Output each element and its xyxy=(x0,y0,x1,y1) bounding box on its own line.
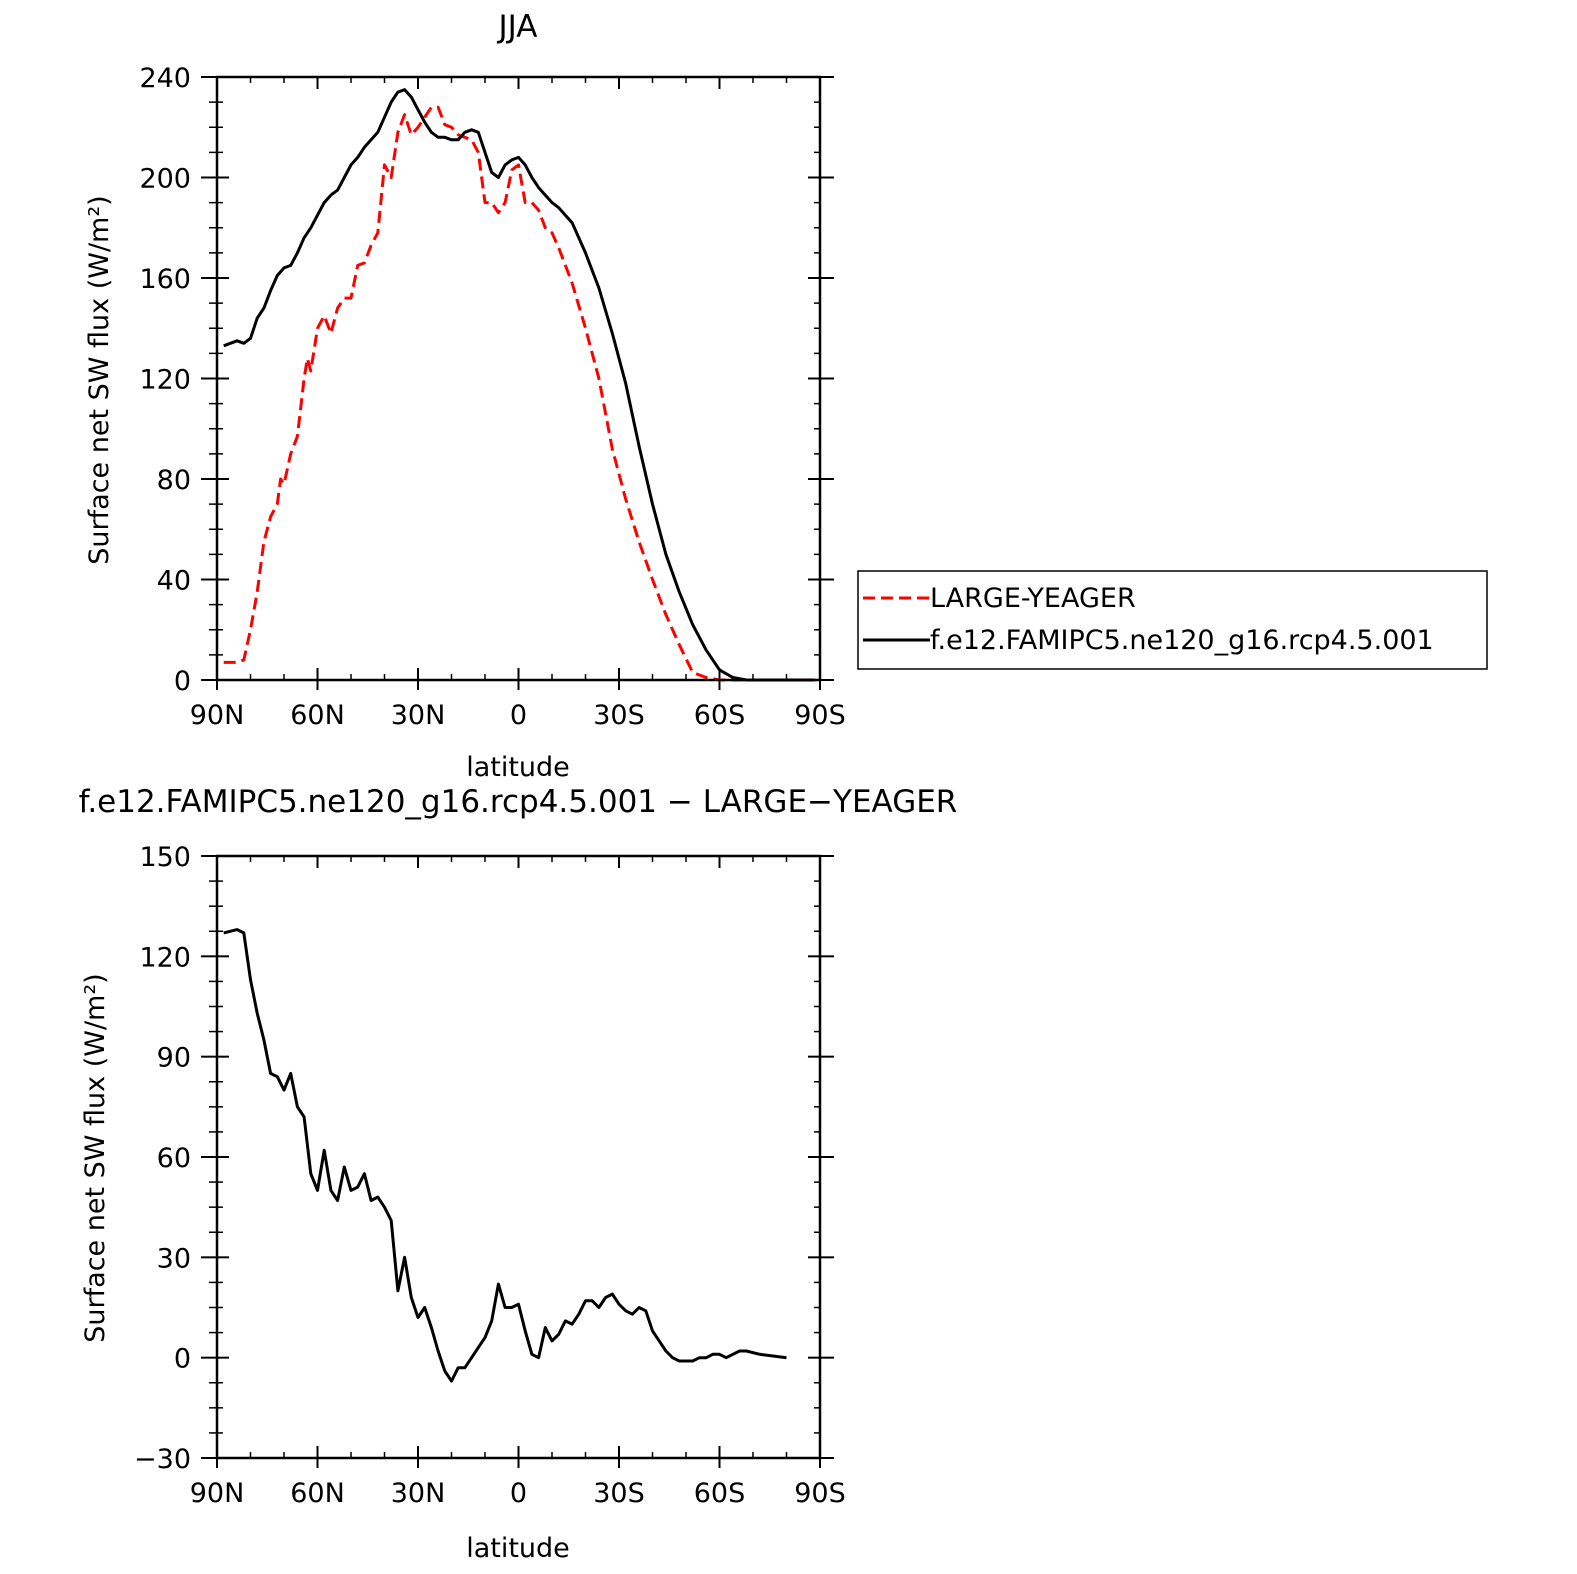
top-y-axis-label: Surface net SW flux (W/m²) xyxy=(84,195,115,564)
bottom-x-tick-label: 30N xyxy=(391,1478,446,1509)
bottom-y-axis-label: Surface net SW flux (W/m²) xyxy=(80,973,111,1342)
legend: LARGE-YEAGER f.e12.FAMIPC5.ne120_g16.rcp… xyxy=(857,570,1488,670)
bottom-x-tick-label: 90N xyxy=(190,1478,245,1509)
bottom-series-layer xyxy=(223,928,787,1383)
bottom-x-tick-label: 0 xyxy=(510,1478,527,1509)
legend-box xyxy=(857,570,1488,670)
top-ticks xyxy=(201,76,834,690)
bottom-x-tick-label: 60S xyxy=(694,1478,746,1509)
bottom-ticks xyxy=(201,855,834,1468)
bottom-y-tick-label: −30 xyxy=(134,1444,191,1475)
bottom-plot-frame xyxy=(215,854,822,1460)
top-x-tick-label: 90N xyxy=(190,700,245,731)
top-x-tick-label: 0 xyxy=(510,700,527,731)
top-x-tick-label: 60S xyxy=(694,700,746,731)
bottom-x-tick-label: 60N xyxy=(290,1478,345,1509)
top-y-tick-label: 240 xyxy=(139,63,191,94)
bottom-chart-title: f.e12.FAMIPC5.ne120_g16.rcp4.5.001 − LAR… xyxy=(79,784,958,820)
top-y-tick-label: 80 xyxy=(157,465,191,496)
top-x-tick-label: 30N xyxy=(391,700,446,731)
top-chart-title: JJA xyxy=(497,9,538,45)
bottom-x-tick-label: 90S xyxy=(794,1478,846,1509)
top-series-layer xyxy=(223,88,820,682)
top-y-tick-label: 40 xyxy=(157,566,191,597)
top-x-tick-label: 30S xyxy=(593,700,645,731)
bottom-panel: f.e12.FAMIPC5.ne120_g16.rcp4.5.001 − LAR… xyxy=(79,784,958,1564)
bottom-x-tick-label: 30S xyxy=(593,1478,645,1509)
bottom-y-tick-label: 0 xyxy=(174,1344,191,1375)
bottom-tick-labels: 90N 60N 30N 0 30S 60S 90S −30 0 30 60 90 120 150 xyxy=(134,842,846,1509)
top-x-axis-label: latitude xyxy=(466,752,570,783)
top-y-tick-label: 0 xyxy=(174,666,191,697)
legend-label-large-yeager: LARGE-YEAGER xyxy=(930,583,1136,614)
top-tick-labels: 90N 60N 30N 0 30S 60S 90S 0 40 80 120 160 200 240 xyxy=(139,63,845,731)
bottom-y-tick-label: 150 xyxy=(139,842,191,873)
bottom-y-tick-label: 90 xyxy=(157,1043,191,1074)
bottom-y-tick-label: 30 xyxy=(157,1243,191,1274)
bottom-x-axis-label: latitude xyxy=(466,1533,570,1564)
top-series-line-1 xyxy=(223,105,820,682)
top-y-tick-label: 120 xyxy=(139,365,191,396)
top-x-tick-label: 60N xyxy=(290,700,345,731)
bottom-y-tick-label: 120 xyxy=(139,942,191,973)
top-y-tick-label: 200 xyxy=(139,164,191,195)
top-x-tick-label: 90S xyxy=(794,700,846,731)
top-series-line-2 xyxy=(223,88,814,682)
bottom-y-tick-label: 60 xyxy=(157,1143,191,1174)
bottom-series-line-1 xyxy=(223,928,787,1383)
top-panel: JJA 90N 60N 30N 0 30S 60S 90S 0 40 80 120 160 200 240… xyxy=(84,9,1488,783)
top-y-tick-label: 160 xyxy=(139,264,191,295)
legend-label-famipc5: f.e12.FAMIPC5.ne120_g16.rcp4.5.001 xyxy=(930,625,1434,656)
top-plot-frame xyxy=(215,75,822,682)
